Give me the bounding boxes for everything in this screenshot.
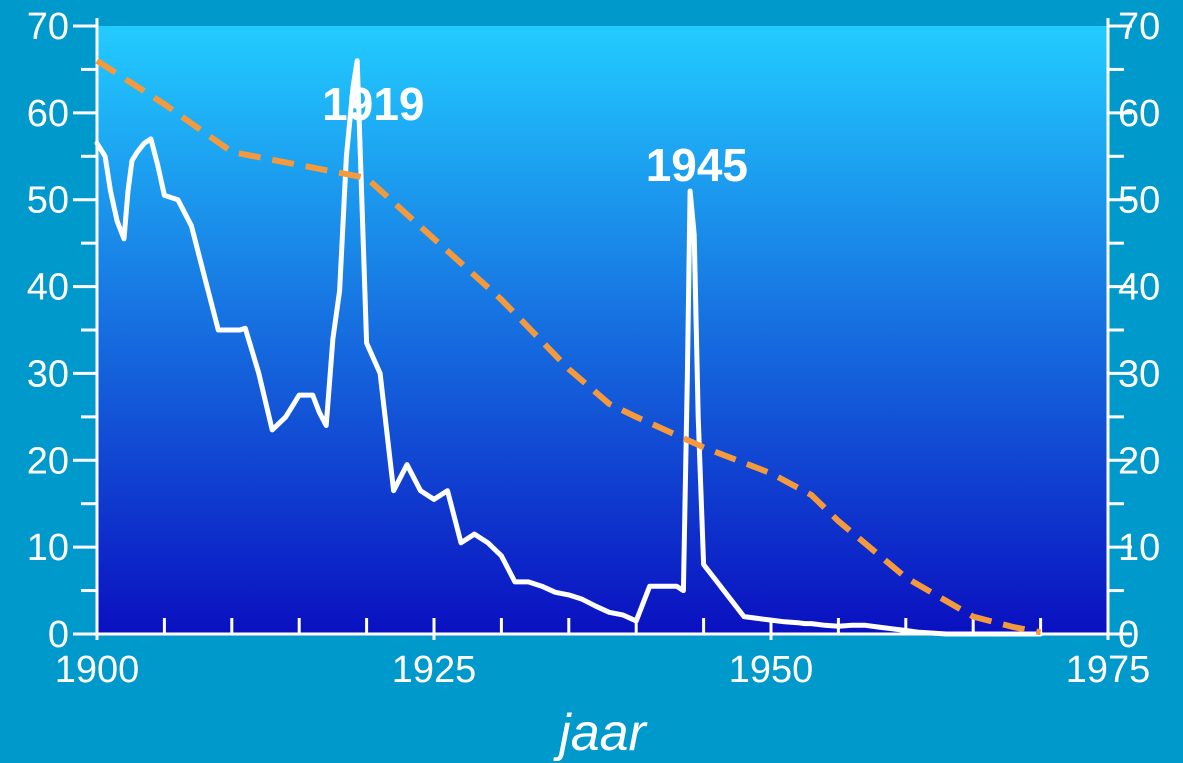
x-tick-label: 1925 [392, 649, 477, 691]
x-tick-label: 1950 [729, 649, 814, 691]
y-tick-label-right: 0 [1118, 614, 1139, 656]
series-line-white [94, 58, 1044, 637]
y-tick-label-right: 20 [1118, 440, 1160, 482]
y-tick-label-right: 50 [1118, 180, 1160, 222]
y-tick-label-right: 70 [1118, 6, 1160, 48]
x-axis-label: jaar [553, 704, 648, 762]
series-line-orange-dashed [95, 58, 1042, 636]
labels-layer: 0 0 10 10 20 20 30 30 40 40 50 50 60 60 70 70 1900 1925 19… [27, 6, 1161, 762]
y-tick-label-right: 60 [1118, 93, 1160, 135]
plot-area [97, 26, 1108, 634]
series-layer [94, 58, 1044, 637]
annotation-1945: 1945 [646, 139, 748, 191]
annotation-1919: 1919 [322, 78, 424, 130]
y-tick-label-left: 20 [27, 440, 69, 482]
y-tick-label-left: 40 [27, 267, 69, 309]
y-tick-label-left: 60 [27, 93, 69, 135]
y-tick-label-right: 30 [1118, 353, 1160, 395]
y-tick-label-left: 0 [48, 614, 69, 656]
y-tick-label-left: 70 [27, 6, 69, 48]
y-tick-label-right: 10 [1118, 527, 1160, 569]
x-tick-label: 1900 [55, 649, 140, 691]
y-tick-label-left: 50 [27, 180, 69, 222]
y-tick-label-left: 10 [27, 527, 69, 569]
y-tick-label-left: 30 [27, 353, 69, 395]
y-tick-label-right: 40 [1118, 267, 1160, 309]
x-tick-label: 1975 [1066, 649, 1151, 691]
